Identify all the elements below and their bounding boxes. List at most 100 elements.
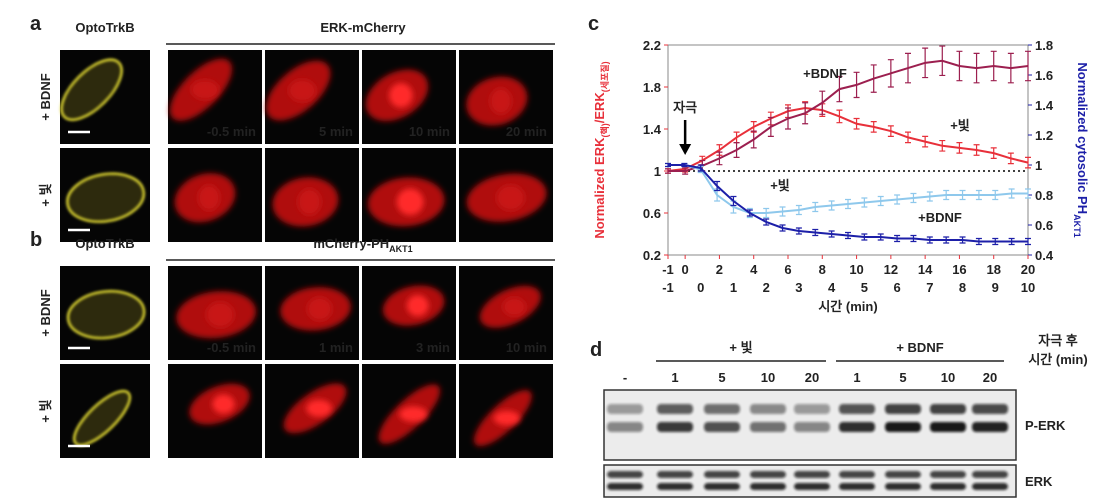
y-tick-label: 0.6 [643,206,661,221]
x-tick-label: 10 [849,262,863,277]
y2-tick-label: 0.4 [1035,248,1054,263]
cell-nucleus [297,188,322,216]
blot-band [972,471,1008,478]
x-tick-label: 16 [952,262,966,277]
lane-label: 5 [718,370,725,385]
x-tick-label: 18 [986,262,1000,277]
series-label: +BDNF [803,66,847,81]
blot-band [885,422,921,432]
time-label: 20 min [506,124,547,139]
blot-frame [603,464,1017,498]
micrograph [168,364,262,458]
y2-tick-label: 1.4 [1035,98,1054,113]
panel-label: d [590,339,602,361]
blot-band [794,471,830,478]
series-label: +BDNF [918,210,962,225]
micrograph [60,50,150,144]
micrograph [265,148,359,242]
series-line [668,164,1028,214]
time-label: 10 min [409,124,450,139]
cell-nucleus [212,394,235,414]
y2-tick-label: 0.6 [1035,218,1053,233]
lane-label: 20 [983,370,997,385]
band-label: ERK [1025,474,1053,489]
blot-band [704,483,740,490]
series-line [668,164,1028,243]
blot-band [794,483,830,490]
series [665,45,1031,175]
row-label: + 빛 [38,399,53,422]
x2-tick-label: 7 [926,280,933,295]
time-label: 5 min [319,124,353,139]
micrograph [168,50,262,144]
blot-band [885,483,921,490]
lane-label: 20 [805,370,819,385]
panel-label: b [30,229,42,251]
row-label: + BDNF [38,73,53,120]
panel-label: c [588,13,599,35]
lane-label: 1 [853,370,860,385]
series-line [667,106,1029,172]
lane-label: 5 [899,370,906,385]
y2-label-subscript: AKT1 [1072,214,1082,238]
cell-membrane [72,389,132,447]
cell-nucleus [496,184,525,211]
blot-band [704,471,740,478]
blot-band [607,404,643,414]
y2-tick-label: 1.6 [1035,68,1053,83]
column-header: OptoTrkB [75,236,134,251]
micrograph [362,364,456,458]
lane-label: 1 [671,370,678,385]
cell-nucleus [288,79,316,102]
panel-label: a [30,13,42,35]
micrograph [60,266,150,360]
blot-band [930,471,966,478]
blot-band [839,422,875,432]
x-axis-label: 시간 (min) [818,299,877,314]
blot-band [972,483,1008,490]
x-tick-label: 0 [682,262,689,277]
time-label: 1 min [319,340,353,355]
micrograph [459,50,553,144]
cell-nucleus [406,294,429,317]
micrograph [265,50,359,144]
blot-band [607,483,643,490]
y-label-subscript: (세포질) [599,61,610,92]
micrograph [168,148,262,242]
cell-nucleus [389,83,413,108]
series-label: +빛 [770,178,790,193]
cell-membrane [60,58,123,121]
blot-band [930,404,966,414]
micrograph [265,266,359,360]
cell-membrane [66,172,146,223]
x-tick-label: -1 [662,262,674,277]
blot-band [704,404,740,414]
y-label-text: Normalized ERK [592,137,607,239]
micrograph [60,364,150,458]
cell-nucleus [306,399,332,417]
blot-band [885,471,921,478]
time-label: 3 min [416,340,450,355]
blot-band [794,422,830,432]
micrograph [459,266,553,360]
x2-tick-label: 10 [1021,280,1035,295]
blot-band [839,471,875,478]
x2-tick-label: 1 [730,280,737,295]
micrograph [60,148,150,242]
plot-frame [667,44,1029,256]
series [665,162,1031,246]
micrograph [265,364,359,458]
blot-band [704,422,740,432]
cell-nucleus [198,184,220,211]
time-label: -0.5 min [207,340,256,355]
band-label: P-ERK [1025,418,1066,433]
y-tick-label: 1.8 [643,80,661,95]
micrograph [459,364,553,458]
cell-nucleus [206,301,235,328]
y-tick-label: 1 [654,164,661,179]
column-header: OptoTrkB [75,20,134,35]
x2-tick-label: 9 [992,280,999,295]
column-header: ERK-mCherry [320,20,406,35]
x2-tick-label: 6 [893,280,900,295]
column-header: mCherry-PHAKT1 [313,236,412,254]
